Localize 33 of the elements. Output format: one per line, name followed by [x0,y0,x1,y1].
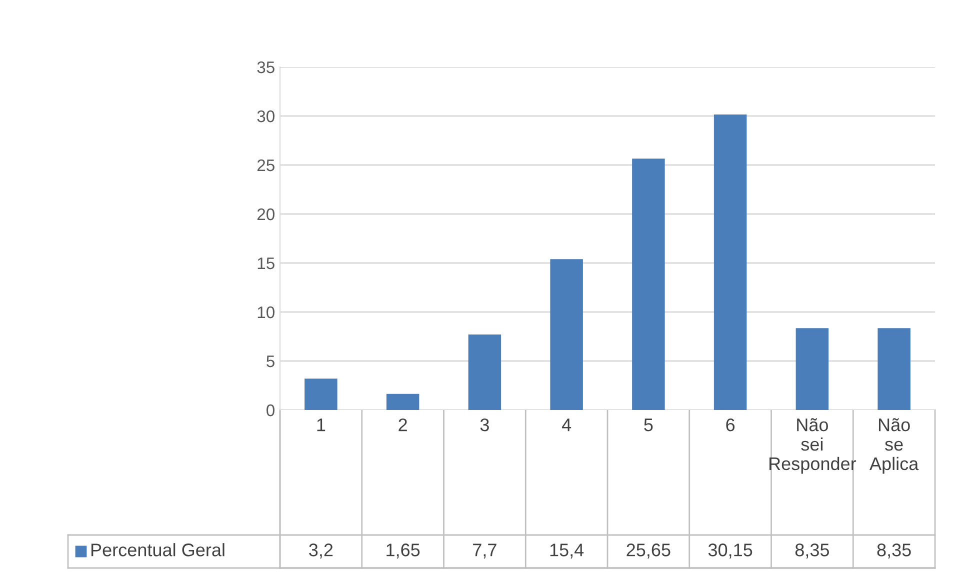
data-label: 25,65 [626,544,670,558]
x-tick-label: 3 [480,418,489,432]
bar [386,394,420,410]
data-label: 8,35 [877,544,911,558]
bar [468,334,502,410]
x-tick-label: 6 [726,418,735,432]
bar [714,114,747,410]
bar [878,328,910,410]
data-label: 7,7 [473,544,496,558]
data-label: 30,15 [708,544,752,558]
x-tick-label: 2 [398,418,407,432]
y-tick-label: 0 [266,404,274,416]
x-tick-label: 5 [644,418,653,432]
y-tick-label: 30 [257,110,274,122]
y-tick-label: 25 [257,159,274,172]
x-tick-label: 1 [317,418,326,432]
x-tick-label: 4 [562,418,572,432]
y-tick-label: 35 [257,61,274,74]
y-tick-label: 20 [257,208,274,220]
x-tick-label: Não se Aplica [870,418,919,474]
bar [796,328,829,410]
legend-label: Percentual Geral [91,543,224,556]
y-tick-label: 15 [258,258,274,270]
data-label: 8,35 [795,544,830,558]
data-label: 1,65 [386,544,420,558]
data-label: 15,4 [550,544,584,558]
bar [304,378,338,410]
data-label: 3,2 [309,544,333,558]
y-tick-label: 5 [266,356,274,368]
x-tick-label: Não sei Responder [770,418,856,474]
y-tick-label: 10 [258,306,274,318]
bar [632,158,665,410]
bar [550,259,583,410]
